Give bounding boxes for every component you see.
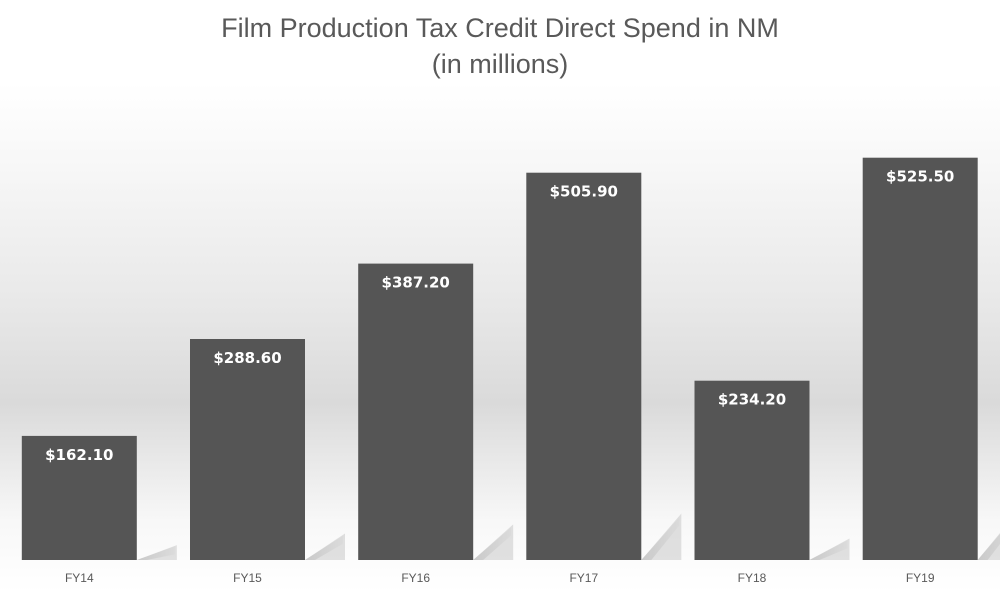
bar-fy17 [526,172,642,560]
x-tick-label-fy14: FY14 [65,571,94,585]
bar-fy15 [190,339,305,560]
x-axis-tick-labels: FY14 FY15 FY16 FY17 FY18 FY19 [65,571,935,585]
bar-shadows [136,513,1000,560]
data-label-fy14: $162.10 [45,446,113,464]
bar-fy18 [694,380,810,560]
x-tick-label-fy17: FY17 [569,571,598,585]
x-tick-label-fy15: FY15 [233,571,262,585]
x-tick-label-fy16: FY16 [401,571,430,585]
bar-shadow [641,513,682,560]
bar-shadow [305,533,345,560]
chart-subtitle: (in millions) [432,49,569,79]
bar-fy16 [358,263,474,560]
bars [21,157,978,560]
chart-title: Film Production Tax Credit Direct Spend … [221,13,779,43]
data-label-fy18: $234.20 [718,391,786,409]
data-label-fy16: $387.20 [382,274,450,292]
x-tick-label-fy19: FY19 [906,571,935,585]
bar-fy14 [21,435,137,560]
bar-shadow [136,545,177,560]
data-labels: $162.10 $288.60 $387.20 $505.90 $234.20 $525.… [45,168,954,464]
data-label-fy19: $525.50 [886,168,954,186]
x-tick-label-fy18: FY18 [738,571,767,585]
data-label-fy17: $505.90 [550,183,618,201]
bar-shadow [977,533,1000,560]
bar-fy19 [862,157,978,560]
data-label-fy15: $288.60 [213,349,281,367]
bar-shadow [809,538,850,560]
bar-shadow [473,524,514,560]
